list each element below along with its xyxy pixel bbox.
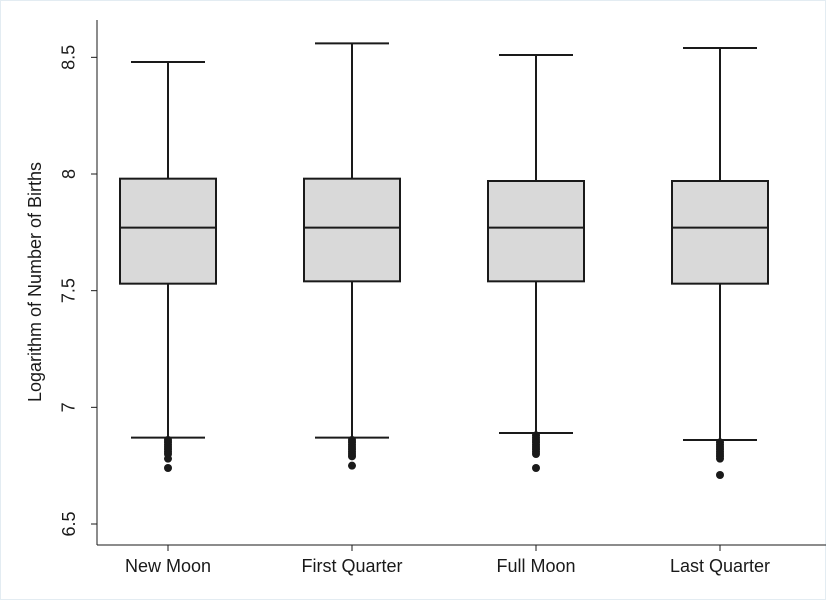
outlier [716, 454, 724, 463]
x-tick-label: New Moon [125, 556, 211, 576]
y-tick-label: 7 [59, 402, 79, 412]
box [303, 177, 401, 283]
box [487, 180, 585, 283]
x-tick-label: Last Quarter [670, 556, 770, 576]
x-tick-label: Full Moon [496, 556, 575, 576]
outlier [348, 452, 356, 461]
y-tick-label: 7.5 [59, 278, 79, 303]
x-tick-label: First Quarter [301, 556, 402, 576]
outlier [164, 454, 172, 463]
y-tick-label: 8 [59, 169, 79, 179]
box [671, 180, 769, 285]
outlier [532, 450, 540, 458]
y-axis-label: Logarithm of Number of Births [25, 162, 45, 402]
outlier [716, 471, 724, 479]
box [119, 177, 217, 285]
y-tick-label: 6.5 [59, 511, 79, 536]
outlier [532, 464, 540, 472]
y-tick-label: 8.5 [59, 45, 79, 70]
outlier [164, 464, 172, 472]
outlier [348, 461, 356, 470]
